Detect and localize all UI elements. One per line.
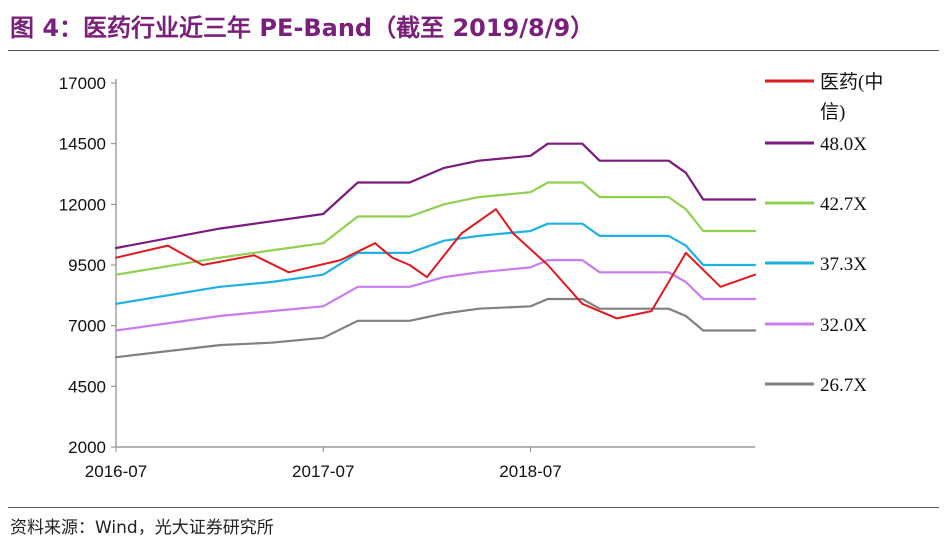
legend-label-pe48: 48.0X (820, 134, 867, 155)
chart-axes: 2000 4500 7000 9500 12000 14500 17000 2016-07 20… (59, 74, 755, 481)
legend-label-pe37_3: 37.3X (820, 254, 867, 275)
y-tick-label: 12000 (59, 195, 106, 214)
bottom-divider (8, 507, 939, 508)
legend-label-pe32: 32.0X (820, 315, 867, 336)
legend-label-index: 信) (820, 101, 845, 123)
x-tick-label: 2017-07 (292, 462, 354, 481)
series-line-pe48 (114, 142, 757, 250)
y-tick-label: 4500 (68, 377, 106, 396)
top-divider (8, 50, 939, 51)
chart-legend: 医药(中信) 48.0X 42.7X 37.3X 32.0X 26.7X (765, 71, 883, 396)
x-tick-label: 2016-07 (85, 462, 147, 481)
legend-label-pe42_7: 42.7X (820, 194, 867, 215)
series-line-index (115, 208, 756, 320)
y-tick-label: 7000 (68, 317, 106, 336)
page-title: 图 4：医药行业近三年 PE-Band（截至 2019/8/9） (10, 14, 595, 42)
y-tick-label: 17000 (59, 74, 106, 93)
series-line-pe42_7 (114, 181, 757, 276)
series-line-pe26_7 (114, 297, 757, 359)
series-line-pe32 (114, 259, 757, 332)
y-tick-label: 2000 (68, 438, 106, 457)
legend-label-index: 医药(中 (820, 71, 883, 93)
y-tick-label: 14500 (59, 135, 106, 154)
source-note: 资料来源：Wind，光大证券研究所 (10, 518, 274, 538)
chart-series (114, 142, 757, 359)
series-line-pe37_3 (114, 222, 757, 305)
legend-label-pe26_7: 26.7X (820, 375, 867, 396)
y-tick-label: 9500 (68, 256, 106, 275)
x-tick-label: 2018-07 (499, 462, 561, 481)
